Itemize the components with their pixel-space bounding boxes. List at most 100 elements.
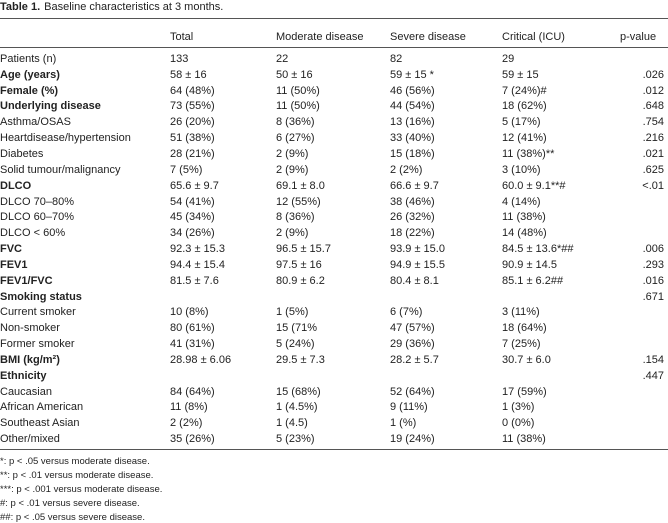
row-label: DLCO 70–80% — [0, 195, 74, 208]
cell-severe: 9 (11%) — [390, 401, 428, 414]
table-row: Current smoker 10 (8%) 1 (5%) 6 (7%) 3 (11%) — [0, 305, 668, 321]
cell-total — [170, 368, 276, 384]
row-label: DLCO < 60% — [0, 227, 66, 240]
cell-total: 41 (31%) — [170, 338, 215, 351]
cell-severe: 46 (56%) — [390, 84, 435, 97]
table-header: Total Moderate disease Severe disease Cr… — [0, 22, 668, 52]
cell-total: 64 (48%) — [170, 84, 215, 97]
cell-moderate: 1 (5%) — [276, 306, 309, 319]
cell-total: 45 (34%) — [170, 211, 215, 224]
cell-critical: 5 (17%) — [502, 116, 541, 129]
row-label: FEV1/FVC — [0, 274, 53, 287]
cell-p-value — [620, 336, 668, 352]
cell-total: 54 (41%) — [170, 195, 215, 208]
cell-p-value: .016 — [642, 274, 664, 287]
cell-moderate: 15 (71% — [276, 322, 317, 335]
cell-p-value — [620, 415, 668, 431]
cell-moderate: 1 (4.5%) — [276, 401, 318, 414]
cell-severe: 2 (2%) — [390, 163, 423, 176]
table-row: Ethnicity .447 — [0, 368, 668, 384]
cell-p-value: .293 — [642, 258, 664, 271]
cell-severe — [390, 368, 502, 384]
cell-moderate — [276, 289, 390, 305]
row-label: African American — [0, 401, 84, 414]
row-label: Caucasian — [0, 385, 52, 398]
row-label: Female (%) — [0, 84, 59, 97]
cell-total: 133 — [170, 52, 189, 65]
cell-moderate: 1 (4.5) — [276, 417, 308, 430]
cell-p-value: .216 — [642, 132, 664, 145]
cell-critical — [502, 368, 620, 384]
table-row: Asthma/OSAS 26 (20%) 8 (36%) 13 (16%) 5 (17%… — [0, 114, 668, 130]
cell-severe: 38 (46%) — [390, 195, 435, 208]
table-caption: Table 1. Baseline characteristics at 3 mo… — [0, 1, 223, 13]
table-row: Heartdisease/hypertension 51 (38%) 6 (27%)… — [0, 130, 668, 146]
cell-severe: 80.4 ± 8.1 — [390, 274, 439, 287]
cell-total: 80 (61%) — [170, 322, 215, 335]
table-row: BMI (kg/m²) 28.98 ± 6.06 29.5 ± 7.3 28.2 ± … — [0, 352, 668, 368]
row-label: FVC — [0, 243, 22, 256]
table-row: Smoking status .671 — [0, 289, 668, 305]
cell-total: 81.5 ± 7.6 — [170, 274, 219, 287]
cell-p-value — [620, 209, 668, 225]
cell-total: 51 (38%) — [170, 132, 215, 145]
footnote: ***: p < .001 versus moderate disease. — [0, 484, 163, 495]
footnote: #: p < .01 versus severe disease. — [0, 498, 140, 509]
cell-severe: 26 (32%) — [390, 211, 435, 224]
cell-severe: 44 (54%) — [390, 100, 435, 113]
row-label: Solid tumour/malignancy — [0, 163, 121, 176]
cell-critical: 12 (41%) — [502, 132, 547, 145]
cell-critical — [502, 289, 620, 305]
cell-p-value: .671 — [642, 290, 664, 303]
cell-moderate: 2 (9%) — [276, 147, 309, 160]
footnote: **: p < .01 versus moderate disease. — [0, 470, 154, 481]
cell-critical: 11 (38%)** — [502, 147, 555, 160]
table-row: Solid tumour/malignancy 7 (5%) 2 (9%) 2 (2%… — [0, 162, 668, 178]
cell-moderate: 29.5 ± 7.3 — [276, 353, 325, 366]
cell-moderate: 2 (9%) — [276, 227, 309, 240]
cell-severe: 33 (40%) — [390, 132, 435, 145]
cell-total: 92.3 ± 15.3 — [170, 243, 225, 256]
cell-moderate: 96.5 ± 15.7 — [276, 243, 331, 256]
cell-severe: 93.9 ± 15.0 — [390, 243, 445, 256]
cell-moderate: 11 (50%) — [276, 84, 320, 97]
footnote: ##: p < .05 versus severe disease. — [0, 512, 145, 523]
cell-p-value: .021 — [642, 147, 664, 160]
cell-critical: 59 ± 15 — [502, 68, 539, 81]
cell-severe: 1 (%) — [390, 417, 417, 430]
cell-critical: 11 (38%) — [502, 211, 546, 224]
header-critical: Critical (ICU) — [502, 31, 565, 43]
cell-critical: 7 (25%) — [502, 338, 541, 351]
cell-severe: 19 (24%) — [390, 433, 435, 446]
table-caption-text: Baseline characteristics at 3 months. — [44, 1, 224, 13]
cell-total: 34 (26%) — [170, 227, 215, 240]
cell-p-value — [620, 225, 668, 241]
cell-total: 11 (8%) — [170, 401, 208, 414]
row-label: BMI (kg/m²) — [0, 353, 60, 366]
cell-critical: 85.1 ± 6.2## — [502, 274, 564, 287]
cell-total: 28 (21%) — [170, 147, 215, 160]
cell-moderate: 5 (24%) — [276, 338, 315, 351]
cell-p-value: <.01 — [642, 179, 664, 192]
table-row: Age (years) 58 ± 16 50 ± 16 59 ± 15 * 59 ± 1… — [0, 67, 668, 83]
cell-p-value: .754 — [642, 116, 664, 129]
table-row: Female (%) 64 (48%) 11 (50%) 46 (56%) 7 (24%… — [0, 83, 668, 99]
table-row: Southeast Asian 2 (2%) 1 (4.5) 1 (%) 0 (0%) — [0, 415, 668, 431]
row-label: DLCO — [0, 179, 32, 192]
row-label: Other/mixed — [0, 433, 60, 446]
cell-severe: 94.9 ± 15.5 — [390, 258, 445, 271]
cell-critical: 84.5 ± 13.6*## — [502, 243, 574, 256]
header-p-value-text: p-value — [620, 31, 657, 43]
table-row: African American 11 (8%) 1 (4.5%) 9 (11%) 1 … — [0, 400, 668, 416]
cell-severe: 47 (57%) — [390, 322, 435, 335]
table-row: DLCO 70–80% 54 (41%) 12 (55%) 38 (46%) 4 (14… — [0, 194, 668, 210]
top-rule — [0, 18, 668, 20]
cell-severe: 29 (36%) — [390, 338, 435, 351]
table-row: Non-smoker 80 (61%) 15 (71% 47 (57%) 18 (64%… — [0, 320, 668, 336]
cell-severe: 13 (16%) — [390, 116, 435, 129]
table-row: Caucasian 84 (64%) 15 (68%) 52 (64%) 17 (59%… — [0, 384, 668, 400]
cell-p-value: .012 — [642, 84, 664, 97]
cell-critical: 3 (10%) — [502, 163, 541, 176]
cell-critical: 11 (38%) — [502, 433, 546, 446]
cell-total: 26 (20%) — [170, 116, 215, 129]
